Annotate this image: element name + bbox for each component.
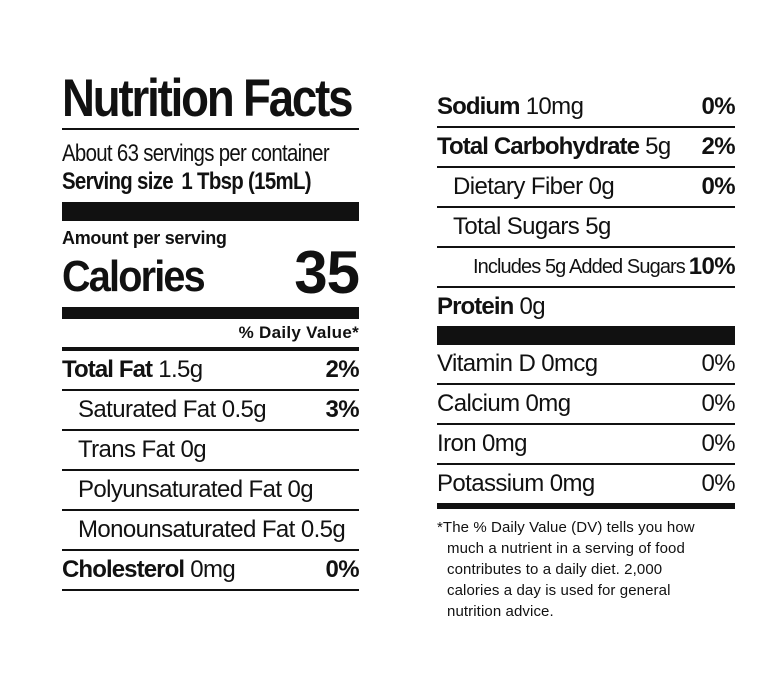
vitamin-name: Iron 0mg [437, 430, 528, 457]
divider [62, 128, 359, 130]
nutrient-amount: 5g [585, 213, 611, 240]
vitamin-dv: 0% [701, 430, 736, 457]
nutrient-amount: 0g [588, 173, 615, 200]
nutrient-dv: 3% [325, 396, 360, 423]
nutrient-amount: 10mg [525, 93, 584, 120]
nutrient-name: Cholesterol [62, 556, 185, 583]
thick-divider [62, 202, 359, 221]
nutrient-row-polyunsaturated-fat: Polyunsaturated Fat 0g [62, 471, 359, 511]
vitamin-dv: 0% [701, 350, 736, 377]
nutrient-row-protein: Protein 0g [437, 288, 735, 326]
nutrient-name: Total Carbohydrate [437, 133, 640, 160]
nutrient-name: Polyunsaturated Fat [78, 476, 282, 503]
serving-size-label: Serving size [62, 168, 174, 195]
calories-value: 35 [294, 239, 360, 306]
daily-value-footnote: *The % Daily Value (DV) tells you how mu… [437, 517, 735, 622]
nutrition-label-left-column: Nutrition Facts About 63 servings per co… [62, 69, 360, 591]
nutrient-dv: 2% [701, 133, 736, 160]
nutrient-row-saturated-fat: Saturated Fat 0.5g 3% [62, 391, 360, 431]
serving-size-value: 1 Tbsp (15mL) [181, 168, 311, 195]
nutrition-facts-title: Nutrition Facts [62, 69, 353, 128]
nutrient-dv: 2% [325, 356, 360, 383]
vitamin-row-potassium: Potassium 0mg 0% [437, 465, 736, 509]
nutrient-name: Dietary Fiber [453, 173, 583, 200]
nutrient-row-monounsaturated-fat: Monounsaturated Fat 0.5g [62, 511, 359, 551]
daily-value-header: % Daily Value* [238, 323, 359, 342]
nutrient-name: Includes 5g Added Sugars [473, 255, 686, 278]
vitamin-row-calcium: Calcium 0mg 0% [437, 385, 736, 425]
nutrient-amount: 0.5g [300, 516, 346, 543]
thick-divider [62, 307, 359, 319]
nutrient-name: Saturated Fat [78, 396, 216, 423]
footnote-line: *The % Daily Value (DV) tells you how [437, 519, 695, 536]
nutrient-row-trans-fat: Trans Fat 0g [62, 431, 359, 471]
calories-label: Calories [62, 252, 206, 301]
nutrition-label-right-column: Sodium 10mg 0% Total Carbohydrate 5g 2% … [437, 88, 736, 622]
servings-per-container: About 63 servings per container [62, 140, 330, 167]
nutrient-name: Protein [437, 293, 514, 320]
footnote-line: contributes to a daily diet. 2,000 [447, 561, 663, 578]
footnote-line: nutrition advice. [447, 603, 554, 620]
nutrient-amount: 0.5g [221, 396, 267, 423]
nutrient-row-total-fat: Total Fat 1.5g 2% [62, 347, 360, 391]
vitamin-name: Vitamin D 0mcg [437, 350, 598, 377]
nutrient-amount: 5g [645, 133, 671, 160]
nutrient-row-dietary-fiber: Dietary Fiber 0g 0% [437, 168, 736, 208]
nutrient-name: Total Fat [62, 356, 153, 383]
vitamin-row-iron: Iron 0mg 0% [437, 425, 736, 465]
nutrient-amount: 0mg [190, 556, 236, 583]
nutrient-amount: 0g [519, 293, 545, 320]
vitamin-name: Calcium 0mg [437, 390, 571, 417]
calories-row: Calories 35 [62, 243, 360, 303]
nutrient-amount: 1.5g [158, 356, 203, 383]
vitamin-name: Potassium 0mg [437, 470, 595, 497]
nutrient-name: Monounsaturated Fat [78, 516, 295, 543]
serving-size: Serving size 1 Tbsp (15mL) [62, 168, 314, 202]
vitamin-dv: 0% [701, 470, 736, 497]
footnote-line: much a nutrient in a serving of food [447, 540, 685, 557]
nutrient-amount: 0g [180, 436, 206, 463]
footnote-line: calories a day is used for general [447, 582, 671, 599]
nutrient-row-sodium: Sodium 10mg 0% [437, 88, 736, 128]
nutrient-name: Sodium [437, 93, 521, 120]
vitamin-dv: 0% [701, 390, 736, 417]
nutrient-amount: 0g [287, 476, 313, 503]
nutrient-dv: 10% [688, 253, 736, 280]
amount-per-serving: Amount per serving [62, 228, 227, 248]
vitamin-row-vitamin-d: Vitamin D 0mcg 0% [437, 345, 736, 385]
thick-divider [437, 326, 735, 345]
nutrient-dv: 0% [701, 173, 736, 200]
nutrient-name: Trans Fat [78, 436, 175, 463]
nutrient-dv: 0% [325, 556, 360, 583]
nutrient-name: Total Sugars [453, 213, 580, 240]
nutrient-row-total-carbohydrate: Total Carbohydrate 5g 2% [437, 128, 736, 168]
nutrient-row-cholesterol: Cholesterol 0mg 0% [62, 551, 360, 591]
nutrient-dv: 0% [701, 93, 736, 120]
nutrient-row-added-sugars: Includes 5g Added Sugars 10% [437, 248, 736, 288]
nutrient-row-total-sugars: Total Sugars 5g [437, 208, 735, 248]
